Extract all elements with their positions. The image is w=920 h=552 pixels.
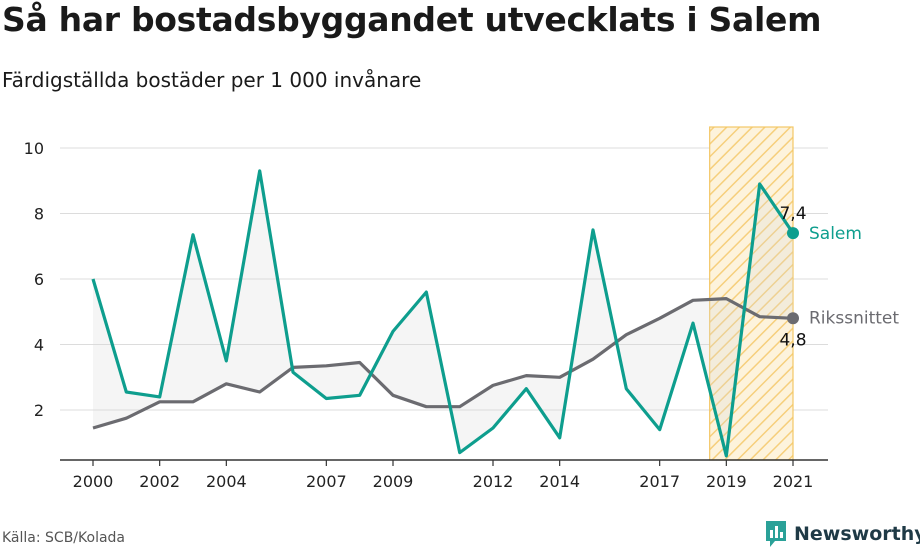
y-tick-label: 8 [34,205,44,224]
end-marker-salem [787,227,799,240]
newsworthy-logo: Newsworthy [764,519,920,549]
y-tick-label: 4 [34,336,44,355]
x-tick-label: 2017 [639,472,680,491]
newsworthy-logo-icon [766,521,786,547]
x-tick-label: 2004 [206,472,247,491]
y-tick-label: 6 [34,270,44,289]
chart-subtitle: Färdigställda bostäder per 1 000 invånar… [2,68,422,92]
newsworthy-logo-text: Newsworthy [794,523,920,545]
y-tick-label: 10 [24,139,44,158]
series-line-rikssnittet [92,297,794,430]
series-line-salem [91,169,795,458]
x-tick-label: 2007 [306,472,347,491]
end-value-label-rikssnittet: 4,8 [779,330,806,350]
x-tick-label: 2009 [373,472,414,491]
x-tick-label: 2021 [773,472,814,491]
x-tick-label: 2000 [73,472,114,491]
series-name-label-rikssnittet: Rikssnittet [809,308,899,328]
source-note: Källa: SCB/Kolada [2,530,126,546]
x-tick-label: 2012 [473,472,514,491]
chart-title: Så har bostadsbyggandet utvecklats i Sal… [2,0,822,39]
highlight-range [709,126,794,461]
end-value-label-salem: 7,4 [779,204,806,224]
y-tick-label: 2 [34,401,44,420]
x-tick-label: 2014 [539,472,580,491]
end-marker-rikssnittet [787,312,799,325]
x-tick-label: 2019 [706,472,747,491]
x-tick-label: 2002 [139,472,180,491]
series-name-label-salem: Salem [809,224,862,244]
